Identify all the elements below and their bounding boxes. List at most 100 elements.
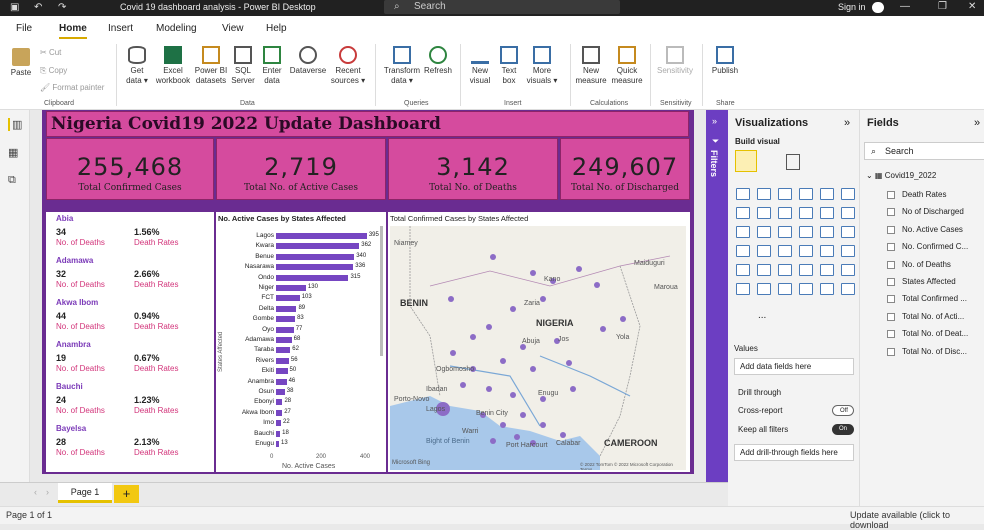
visual-type-icon[interactable] [799,245,813,257]
state-row[interactable]: Bauchi 24 1.23% No. of Deaths Death Rates [46,380,214,422]
menu-view[interactable]: View [222,23,244,34]
new-visual-button[interactable]: New visual [465,46,495,86]
filters-pane[interactable]: » ⏷ Filters [706,110,728,482]
get-data-button[interactable]: Get data ▾ [122,46,152,86]
bar[interactable] [276,295,300,302]
map-point[interactable] [566,360,572,366]
visual-type-icon[interactable] [736,245,750,257]
minimize-icon[interactable]: — [900,1,910,12]
field-item[interactable]: No. Confirmed C... [902,242,969,252]
field-checkbox[interactable] [887,243,895,252]
fields-search-input[interactable]: ⌕ Search [864,142,984,160]
map-point[interactable] [620,316,626,322]
kpi-card[interactable]: 2,719 Total No. of Active Cases [216,138,386,200]
bar-row[interactable]: Nasarawa 336 [220,263,380,271]
model-view-icon[interactable]: ⧉ [8,174,16,186]
field-item[interactable]: Total No. of Deat... [902,329,969,339]
bar[interactable] [276,368,288,375]
map-point[interactable] [530,366,536,372]
sign-in-link[interactable]: Sign in [838,2,866,12]
bar[interactable] [276,357,289,364]
visual-type-icon[interactable] [757,226,771,238]
excel-workbook-button[interactable]: Excel workbook [152,46,194,86]
visual-type-icon[interactable] [778,245,792,257]
more-visuals-button[interactable]: More visuals ▾ [524,46,560,86]
visual-type-icon[interactable] [736,283,750,295]
map-point[interactable] [540,296,546,302]
field-checkbox[interactable] [887,208,895,217]
data-view-icon[interactable]: ▦ [8,147,19,159]
transform-data-button[interactable]: Transform data ▾ [380,46,424,86]
menu-help[interactable]: Help [266,23,287,34]
map-point[interactable] [486,324,492,330]
visual-type-icon[interactable] [799,226,813,238]
visual-type-icon[interactable] [841,226,855,238]
map-point[interactable] [436,402,450,416]
map-point[interactable] [594,282,600,288]
map-canvas[interactable]: NIGERIA BENIN CAMEROON Niamey Kano Abuja… [390,226,686,470]
bar-row[interactable]: Osun 38 [220,388,380,396]
text-box-button[interactable]: Text box [496,46,522,86]
field-checkbox[interactable] [887,295,895,304]
field-checkbox[interactable] [887,347,895,356]
bar[interactable] [276,316,296,323]
map-point[interactable] [530,270,536,276]
bar-row[interactable]: FCT 103 [220,294,380,302]
menu-home[interactable]: Home [59,23,87,39]
bar-row[interactable]: Ekiti 50 [220,367,380,375]
kpi-card[interactable]: 249,607 Total No. of Discharged [560,138,690,200]
map-point[interactable] [490,254,496,260]
search-box[interactable]: ⌕ Search [384,0,620,14]
visual-type-icon[interactable] [799,283,813,295]
bar[interactable] [276,420,282,427]
map-point[interactable] [540,422,546,428]
build-visual-icon[interactable] [735,150,757,172]
visual-type-icon[interactable] [841,264,855,276]
bar[interactable] [276,253,355,260]
redo-icon[interactable]: ↷ [58,2,67,13]
state-row[interactable]: Anambra 19 0.67% No. of Deaths Death Rates [46,338,214,380]
format-painter-button[interactable]: 🖌 Format painter [40,83,105,92]
map-point[interactable] [500,358,506,364]
state-row[interactable]: Akwa Ibom 44 0.94% No. of Deaths Death Rates [46,296,214,338]
refresh-button[interactable]: Refresh [422,46,454,76]
bar-row[interactable]: Benue 340 [220,253,380,261]
state-row[interactable]: Bayelsa 28 2.13% No. of Deaths Death Rates [46,422,214,464]
visual-type-icon[interactable] [736,264,750,276]
map-point[interactable] [560,432,566,438]
visual-type-icon[interactable] [778,283,792,295]
visual-type-icon[interactable] [778,264,792,276]
map-point[interactable] [514,434,520,440]
visual-type-icon[interactable] [799,188,813,200]
state-row[interactable]: Adamawa 32 2.66% No. of Deaths Death Rates [46,254,214,296]
map-point[interactable] [510,392,516,398]
field-item[interactable]: No. Active Cases [902,224,963,234]
visual-type-icon[interactable] [841,207,855,219]
visual-type-icon[interactable] [841,188,855,200]
visual-type-icon[interactable] [820,226,834,238]
copy-button[interactable]: ⎘ Copy [40,66,68,75]
field-checkbox[interactable] [887,191,895,199]
map-point[interactable] [486,386,492,392]
field-item[interactable]: Total No. of Disc... [902,346,967,356]
map-point[interactable] [450,350,456,356]
bar[interactable] [276,337,292,343]
collapse-viz-icon[interactable]: » [844,117,851,129]
field-item[interactable]: Death Rates [902,190,947,199]
field-item[interactable]: No. of Deaths [902,259,951,269]
table-node[interactable]: ⌄ ▦ Covid19_2022 [866,171,937,180]
bar[interactable] [276,243,360,250]
map-point[interactable] [480,412,486,418]
menu-modeling[interactable]: Modeling [156,23,197,34]
bar-row[interactable]: Ebonyi 28 [220,398,380,406]
map-point[interactable] [460,382,466,388]
state-row[interactable]: Abia 34 1.56% No. of Deaths Death Rates [46,212,214,254]
bar-row[interactable]: Oyo 77 [220,326,380,334]
bar-row[interactable]: Imo 22 [220,419,380,427]
kpi-card[interactable]: 3,142 Total No. of Deaths [388,138,558,200]
map-point[interactable] [470,334,476,340]
bar-row[interactable]: Enugu 13 [220,440,380,448]
bar-row[interactable]: Anambra 46 [220,378,380,386]
map-point[interactable] [540,396,546,402]
visual-type-icon[interactable] [757,188,771,200]
